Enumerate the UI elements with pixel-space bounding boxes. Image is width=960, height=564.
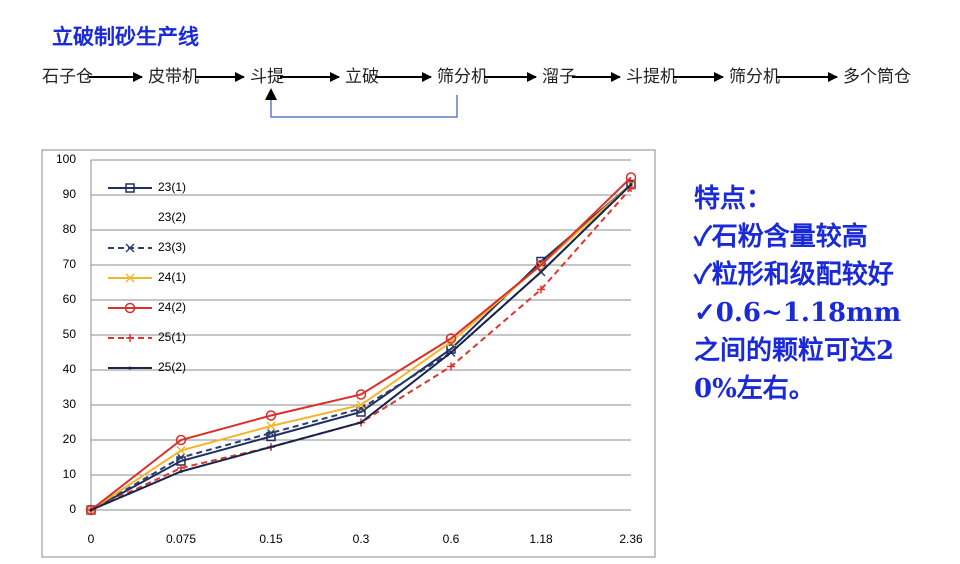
x-tick-label: 1.18 bbox=[529, 532, 553, 546]
marker bbox=[266, 428, 276, 438]
y-tick-label: 80 bbox=[63, 222, 77, 236]
legend-label: 23(2) bbox=[158, 210, 186, 224]
y-tick-label: 0 bbox=[69, 502, 76, 516]
x-tick-label: 0.3 bbox=[353, 532, 370, 546]
flow-step: 多个筒仓 bbox=[843, 67, 911, 87]
marker bbox=[537, 285, 545, 294]
flow-step: 溜子 bbox=[542, 67, 576, 87]
y-tick-label: 40 bbox=[63, 362, 77, 376]
marker bbox=[85, 504, 97, 516]
marker bbox=[539, 270, 543, 274]
marker bbox=[176, 452, 186, 463]
marker bbox=[447, 362, 455, 371]
x-tick-label: 0.075 bbox=[166, 532, 196, 546]
note-item: ✓0.6~1.18mm之间的颗粒可达20%左右。 bbox=[694, 298, 902, 404]
notes: 特点： ✓石粉含量较高 ✓粒形和级配较好 ✓0.6~1.18mm之间的颗粒可达20%… bbox=[694, 180, 916, 408]
legend-marker bbox=[124, 302, 136, 314]
marker bbox=[445, 333, 457, 344]
notes-heading: 特点： bbox=[694, 184, 773, 214]
legend-marker bbox=[125, 273, 135, 283]
flow-step: 筛分机 bbox=[437, 67, 488, 87]
chart: 0 10 20 30 40 50 60 70 80 90 100 0 0.075 0.15 0.3 0.6 1.… bbox=[56, 152, 643, 546]
flow-step: 斗提机 bbox=[626, 67, 677, 87]
feedback-line bbox=[270, 95, 458, 118]
flow-step: 斗提 bbox=[250, 67, 284, 87]
flow: 石子仓 皮带机 斗提 立破 筛分机 溜子 斗提机 筛分机 多个筒仓 bbox=[42, 67, 911, 87]
flow-step: 石子仓 bbox=[42, 67, 93, 87]
legend-label: 24(2) bbox=[158, 300, 186, 314]
flow-step: 皮带机 bbox=[148, 67, 199, 87]
y-tick-label: 50 bbox=[63, 327, 77, 341]
legend-marker bbox=[128, 366, 132, 370]
series-line bbox=[90, 176, 632, 511]
chart-frame bbox=[41, 149, 656, 558]
legend-marker bbox=[126, 334, 134, 342]
marker bbox=[629, 183, 633, 186]
x-tick-label: 0 bbox=[88, 532, 95, 546]
y-tick-label: 30 bbox=[63, 397, 77, 411]
y-tick-label: 70 bbox=[63, 257, 77, 271]
note-item: ✓粒形和级配较好 bbox=[694, 260, 894, 290]
marker bbox=[625, 172, 637, 183]
legend-label: 25(2) bbox=[158, 360, 186, 374]
x-tick-label: 2.36 bbox=[619, 532, 643, 546]
y-tick-label: 90 bbox=[63, 187, 77, 201]
marker bbox=[355, 389, 367, 400]
legend-marker bbox=[125, 243, 135, 253]
series-line bbox=[90, 183, 632, 511]
legend-label: 24(1) bbox=[158, 270, 186, 284]
y-tick-label: 60 bbox=[63, 292, 77, 306]
flow-step: 筛分机 bbox=[729, 67, 780, 87]
slide-title: 立破制砂生产线 bbox=[52, 25, 199, 49]
y-tick-label: 10 bbox=[63, 467, 77, 481]
y-tick-label: 100 bbox=[56, 152, 76, 166]
marker bbox=[356, 400, 366, 410]
marker bbox=[179, 470, 183, 473]
feedback-arrow bbox=[265, 88, 277, 100]
flow-step: 立破 bbox=[345, 67, 379, 87]
legend-label: 23(3) bbox=[158, 240, 186, 254]
marker bbox=[265, 410, 277, 421]
marker bbox=[89, 508, 93, 512]
x-tick-label: 0.15 bbox=[259, 532, 283, 546]
marker bbox=[535, 259, 547, 271]
marker bbox=[449, 351, 453, 354]
x-tick-label: 0.6 bbox=[443, 532, 460, 546]
marker bbox=[176, 445, 186, 456]
legend-label: 23(1) bbox=[158, 180, 186, 194]
legend-marker bbox=[125, 183, 135, 193]
marker bbox=[266, 421, 276, 431]
legend-label: 25(1) bbox=[158, 330, 186, 344]
y-tick-label: 20 bbox=[63, 432, 77, 446]
marker bbox=[175, 434, 187, 446]
note-item: ✓石粉含量较高 bbox=[694, 222, 868, 252]
marker bbox=[359, 421, 363, 424]
marker bbox=[269, 445, 273, 449]
